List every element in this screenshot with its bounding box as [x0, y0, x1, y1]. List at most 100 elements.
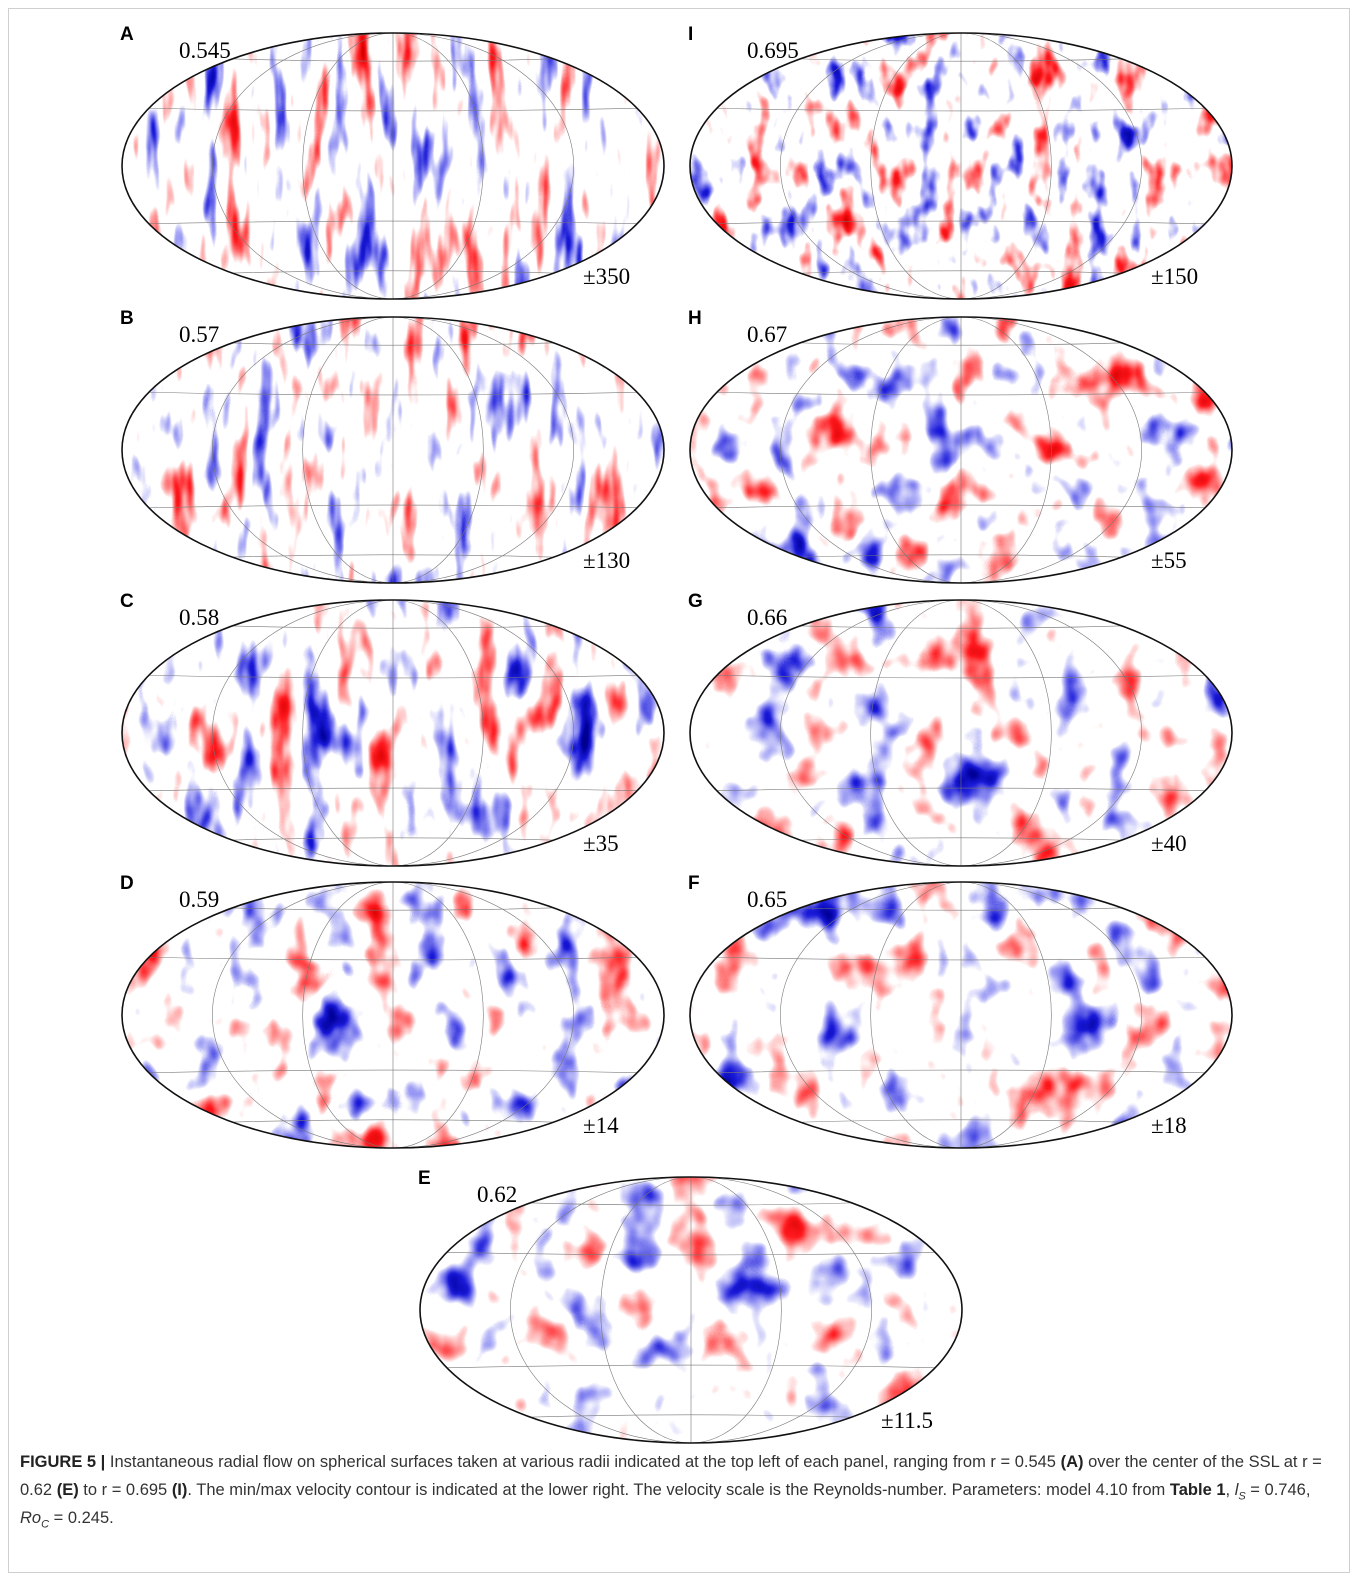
- meridian: [212, 882, 574, 1148]
- radius-label: 0.59: [179, 887, 219, 912]
- panel-letter: F: [688, 873, 700, 894]
- map-outline: [121, 599, 665, 867]
- figure: A 0.545 ±350 B 0.57 ±130 C 0.58 ±35 D 0.59 ±14 E 0.62…: [120, 24, 1233, 1444]
- map-outline: [419, 1176, 963, 1444]
- map-panel: H 0.67 ±55: [688, 308, 1233, 584]
- radius-label: 0.62: [477, 1182, 517, 1207]
- meridian: [780, 33, 1142, 299]
- meridian: [212, 33, 574, 299]
- radius-label: 0.67: [747, 322, 787, 347]
- meridian: [212, 600, 574, 866]
- scale-label: ±350: [583, 264, 630, 289]
- parallel: [122, 391, 664, 396]
- caption-ref: (I): [171, 1481, 188, 1499]
- scale-label: ±35: [583, 831, 619, 856]
- map-panel: C 0.58 ±35: [120, 591, 665, 867]
- map-outline: [689, 599, 1233, 867]
- meridian: [780, 600, 1142, 866]
- panel-letter: G: [688, 591, 703, 612]
- map-field: [690, 317, 1232, 583]
- parallel: [420, 1251, 962, 1256]
- scale-label: ±18: [1151, 1113, 1187, 1138]
- caption-text: Instantaneous radial flow on spherical s…: [105, 1453, 1061, 1471]
- parallel: [690, 504, 1232, 509]
- scale-label: ±40: [1151, 831, 1187, 856]
- map-panel: D 0.59 ±14: [120, 873, 665, 1149]
- meridian: [870, 600, 1052, 866]
- meridian: [510, 1177, 872, 1443]
- map-field: [122, 882, 664, 1148]
- map-outline: [121, 316, 665, 584]
- parallel: [122, 787, 664, 792]
- map-outline: [689, 881, 1233, 1149]
- parallel: [690, 107, 1232, 112]
- scale-label: ±14: [583, 1113, 619, 1138]
- caption-math: S: [1238, 1490, 1246, 1503]
- parallel: [122, 504, 664, 509]
- meridian: [302, 33, 484, 299]
- map-field: [122, 33, 664, 299]
- map-panel: G 0.66 ±40: [688, 591, 1233, 867]
- parallel: [690, 787, 1232, 792]
- caption-math: C: [41, 1518, 50, 1531]
- caption-text: = 0.245.: [49, 1509, 114, 1527]
- parallel: [122, 220, 664, 225]
- caption-text: to r = 0.695: [78, 1481, 172, 1499]
- radius-label: 0.57: [179, 322, 219, 347]
- map-field: [690, 600, 1232, 866]
- parallel: [122, 107, 664, 112]
- map-outline: [121, 32, 665, 300]
- meridian: [870, 33, 1052, 299]
- meridian: [780, 317, 1142, 583]
- caption: FIGURE 5 | Instantaneous radial flow on …: [20, 1448, 1340, 1532]
- meridian: [302, 882, 484, 1148]
- caption-ref: (A): [1060, 1453, 1084, 1471]
- scale-label: ±11.5: [881, 1408, 933, 1433]
- radius-label: 0.545: [179, 38, 231, 63]
- panel-letter: E: [418, 1168, 431, 1189]
- caption-text: = 0.746,: [1245, 1481, 1311, 1499]
- caption-ref: (E): [56, 1481, 79, 1499]
- map-field: [690, 882, 1232, 1148]
- caption-label: FIGURE 5 |: [20, 1453, 106, 1471]
- caption-math: l: [1234, 1481, 1239, 1499]
- scale-label: ±55: [1151, 548, 1187, 573]
- map-panel: E 0.62 ±11.5: [418, 1168, 963, 1444]
- caption-text: ,: [1225, 1481, 1235, 1499]
- caption-text: over the center of the SSL at r = 0.62: [20, 1453, 1322, 1499]
- caption-ref: Table 1: [1169, 1481, 1226, 1499]
- meridian: [302, 317, 484, 583]
- panel-letter: H: [688, 308, 702, 329]
- parallel: [122, 1069, 664, 1074]
- panel-letter: D: [120, 873, 134, 894]
- panel-letter: A: [120, 24, 134, 45]
- meridian: [302, 600, 484, 866]
- radius-label: 0.58: [179, 605, 219, 630]
- map-panel: A 0.545 ±350: [120, 24, 665, 300]
- map-outline: [689, 32, 1233, 300]
- parallel: [122, 674, 664, 679]
- meridian: [870, 317, 1052, 583]
- map-outline: [121, 881, 665, 1149]
- map-field: [420, 1177, 962, 1443]
- map-outline: [689, 316, 1233, 584]
- meridian: [212, 317, 574, 583]
- map-field: [690, 33, 1232, 299]
- parallel: [690, 956, 1232, 961]
- parallel: [690, 220, 1232, 225]
- caption-math: Ro: [20, 1509, 42, 1527]
- panel-letter: I: [688, 24, 693, 45]
- meridian: [870, 882, 1052, 1148]
- parallel: [122, 956, 664, 961]
- meridian: [780, 882, 1142, 1148]
- parallel: [420, 1364, 962, 1369]
- parallel: [690, 391, 1232, 396]
- parallel: [690, 674, 1232, 679]
- caption-text: . The min/max velocity contour is indica…: [187, 1481, 1170, 1499]
- map-panel: F 0.65 ±18: [688, 873, 1233, 1149]
- radius-label: 0.65: [747, 887, 787, 912]
- parallel: [690, 1069, 1232, 1074]
- radius-label: 0.695: [747, 38, 799, 63]
- scale-label: ±150: [1151, 264, 1198, 289]
- map-panel: B 0.57 ±130: [120, 308, 665, 584]
